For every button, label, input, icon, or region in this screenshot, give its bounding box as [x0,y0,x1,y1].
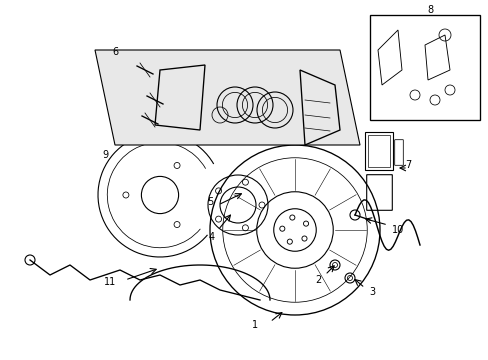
Text: 3: 3 [368,287,374,297]
Text: 1: 1 [251,320,258,330]
Text: 10: 10 [391,225,403,235]
Text: 9: 9 [102,150,108,160]
Text: 5: 5 [206,197,213,207]
Text: 6: 6 [112,47,118,57]
Text: 11: 11 [103,277,116,287]
Text: 2: 2 [314,275,321,285]
Text: 4: 4 [208,232,215,242]
Polygon shape [95,50,359,145]
Bar [369,15,479,120]
Text: 7: 7 [404,160,410,170]
Text: 8: 8 [426,5,432,15]
